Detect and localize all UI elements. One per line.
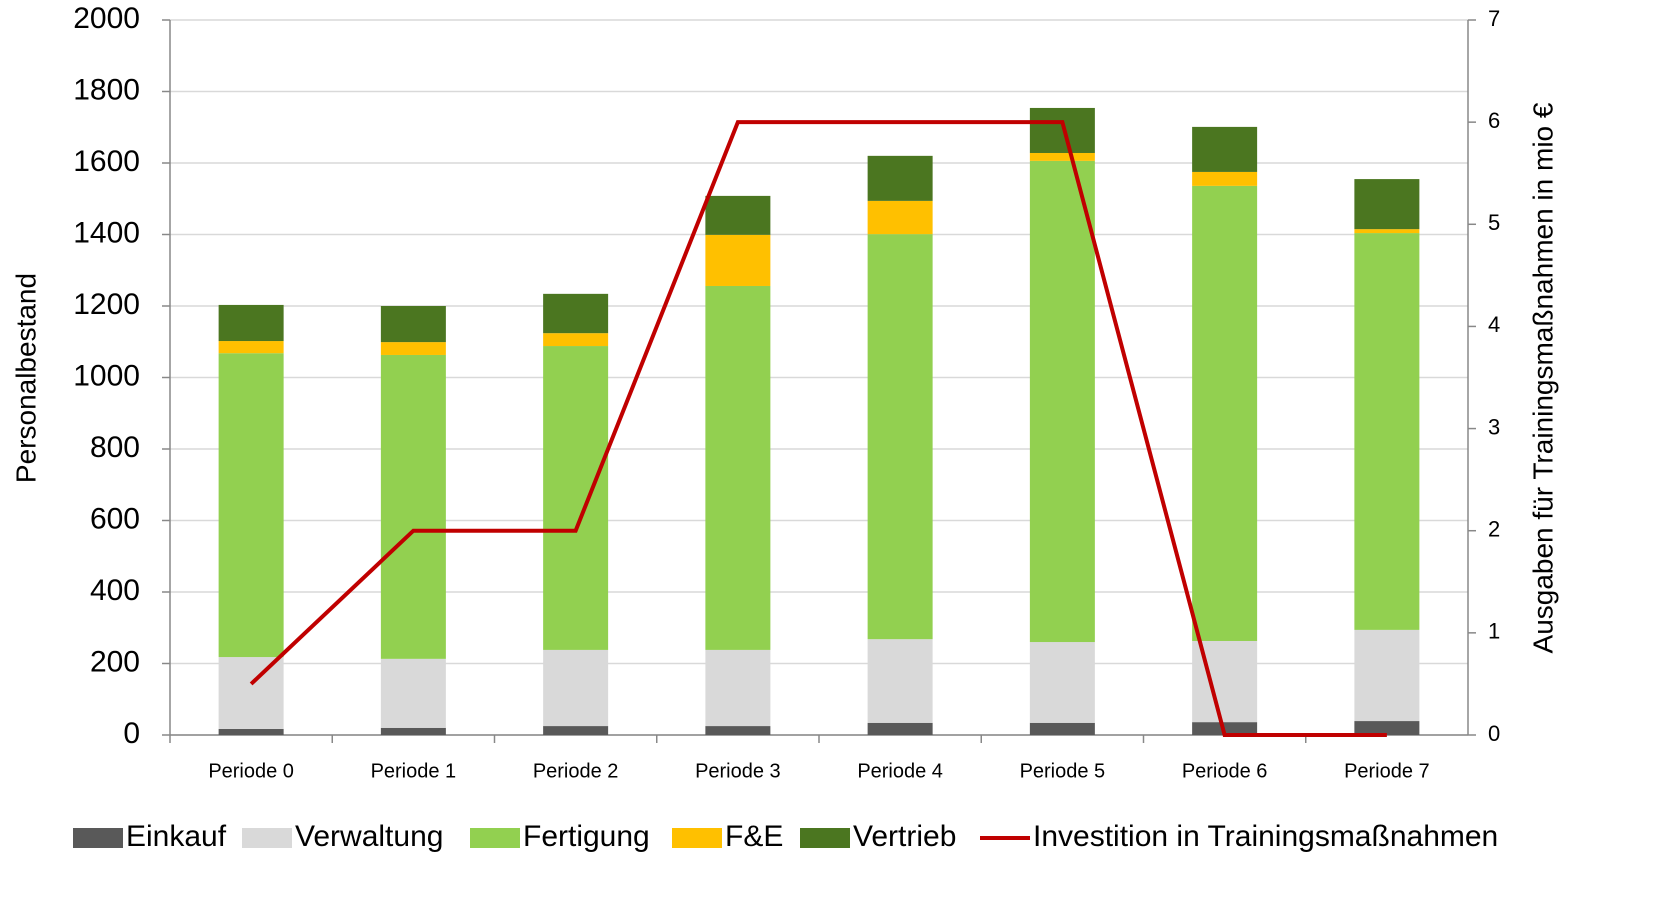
bar-segment	[543, 726, 609, 735]
bar-segment	[380, 727, 446, 735]
y-tick-label: 1000	[73, 359, 140, 392]
bar-segment	[218, 353, 284, 658]
bar-segment	[705, 195, 771, 235]
bar-segment	[218, 341, 284, 354]
bar-segment	[1192, 126, 1258, 172]
x-tick-label: Periode 4	[857, 760, 943, 782]
bar-segment	[1192, 171, 1258, 186]
y-tick-label: 1200	[73, 288, 140, 321]
bar-segment	[867, 200, 933, 235]
line-series	[249, 120, 1387, 737]
bar-segment	[705, 649, 771, 727]
x-tick-label: Periode 3	[695, 760, 781, 782]
bar-segment	[380, 354, 446, 659]
bar-segment	[380, 342, 446, 355]
bar-segment	[1029, 107, 1095, 153]
bar-segment	[380, 306, 446, 343]
y-tick-label: 400	[90, 574, 140, 607]
bar-segment	[1354, 629, 1420, 722]
bar-segment	[867, 155, 933, 201]
y2-tick-label: 7	[1488, 6, 1500, 31]
legend-swatch	[800, 828, 850, 848]
bar-segment	[380, 658, 446, 728]
y2-tick-label: 2	[1488, 517, 1500, 542]
bar-segment	[1029, 722, 1095, 735]
y2-tick-label: 4	[1488, 312, 1500, 337]
bar-segment	[1354, 229, 1420, 234]
y2-tick-label: 1	[1488, 619, 1500, 644]
bar-segment	[705, 234, 771, 286]
y-tick-label: 1800	[73, 73, 140, 106]
bar-segment	[1029, 152, 1095, 161]
y-tick-label: 1600	[73, 145, 140, 178]
x-tick-label: Periode 5	[1020, 760, 1106, 782]
bar-segment	[1354, 233, 1420, 630]
bar-segment	[867, 722, 933, 735]
bar-segment	[1354, 721, 1420, 735]
y2-tick-label: 5	[1488, 210, 1500, 235]
y2-tick-label: 3	[1488, 414, 1500, 439]
legend-label: Investition in Trainingsmaßnahmen	[1033, 820, 1498, 853]
bar-segment	[1192, 185, 1258, 641]
bar-segment	[867, 234, 933, 640]
y2-tick-label: 6	[1488, 108, 1500, 133]
y-tick-label: 0	[123, 717, 140, 750]
bar-segment	[867, 639, 933, 723]
legend-swatch	[242, 828, 292, 848]
bar-segment	[1354, 179, 1420, 230]
x-tick-label: Periode 6	[1182, 760, 1268, 782]
y-axis-title: Personalbestand	[10, 273, 41, 483]
bar-segment	[1029, 160, 1095, 643]
y-tick-label: 1400	[73, 216, 140, 249]
legend-label: Einkauf	[126, 820, 227, 853]
y-tick-label: 800	[90, 431, 140, 464]
x-tick-label: Periode 1	[371, 760, 457, 782]
x-tick-label: Periode 7	[1344, 760, 1430, 782]
legend-label: Verwaltung	[295, 820, 443, 853]
legend-label: F&E	[725, 820, 783, 853]
x-tick-label: Periode 0	[208, 760, 294, 782]
y-tick-label: 600	[90, 502, 140, 535]
legend-swatch	[73, 828, 123, 848]
legend-label: Vertrieb	[853, 820, 956, 853]
legend-swatch	[470, 828, 520, 848]
bar-segment	[543, 333, 609, 347]
bar-segment	[1029, 642, 1095, 723]
legend-label: Fertigung	[523, 820, 650, 853]
bar-segment	[543, 293, 609, 334]
y-tick-label: 200	[90, 645, 140, 678]
bar-segment	[543, 346, 609, 650]
bar-segment	[218, 304, 284, 342]
y2-axis-title: Ausgaben für Trainingsmaßnahmen in mio €	[1527, 102, 1558, 653]
legend-swatch	[672, 828, 722, 848]
bar-segment	[705, 726, 771, 735]
bar-segment	[705, 285, 771, 650]
bar-segment	[543, 649, 609, 727]
x-tick-label: Periode 2	[533, 760, 619, 782]
y2-tick-label: 0	[1488, 721, 1500, 746]
y-tick-label: 2000	[73, 2, 140, 35]
bar-segment	[218, 657, 284, 729]
bar-segment	[218, 728, 284, 735]
